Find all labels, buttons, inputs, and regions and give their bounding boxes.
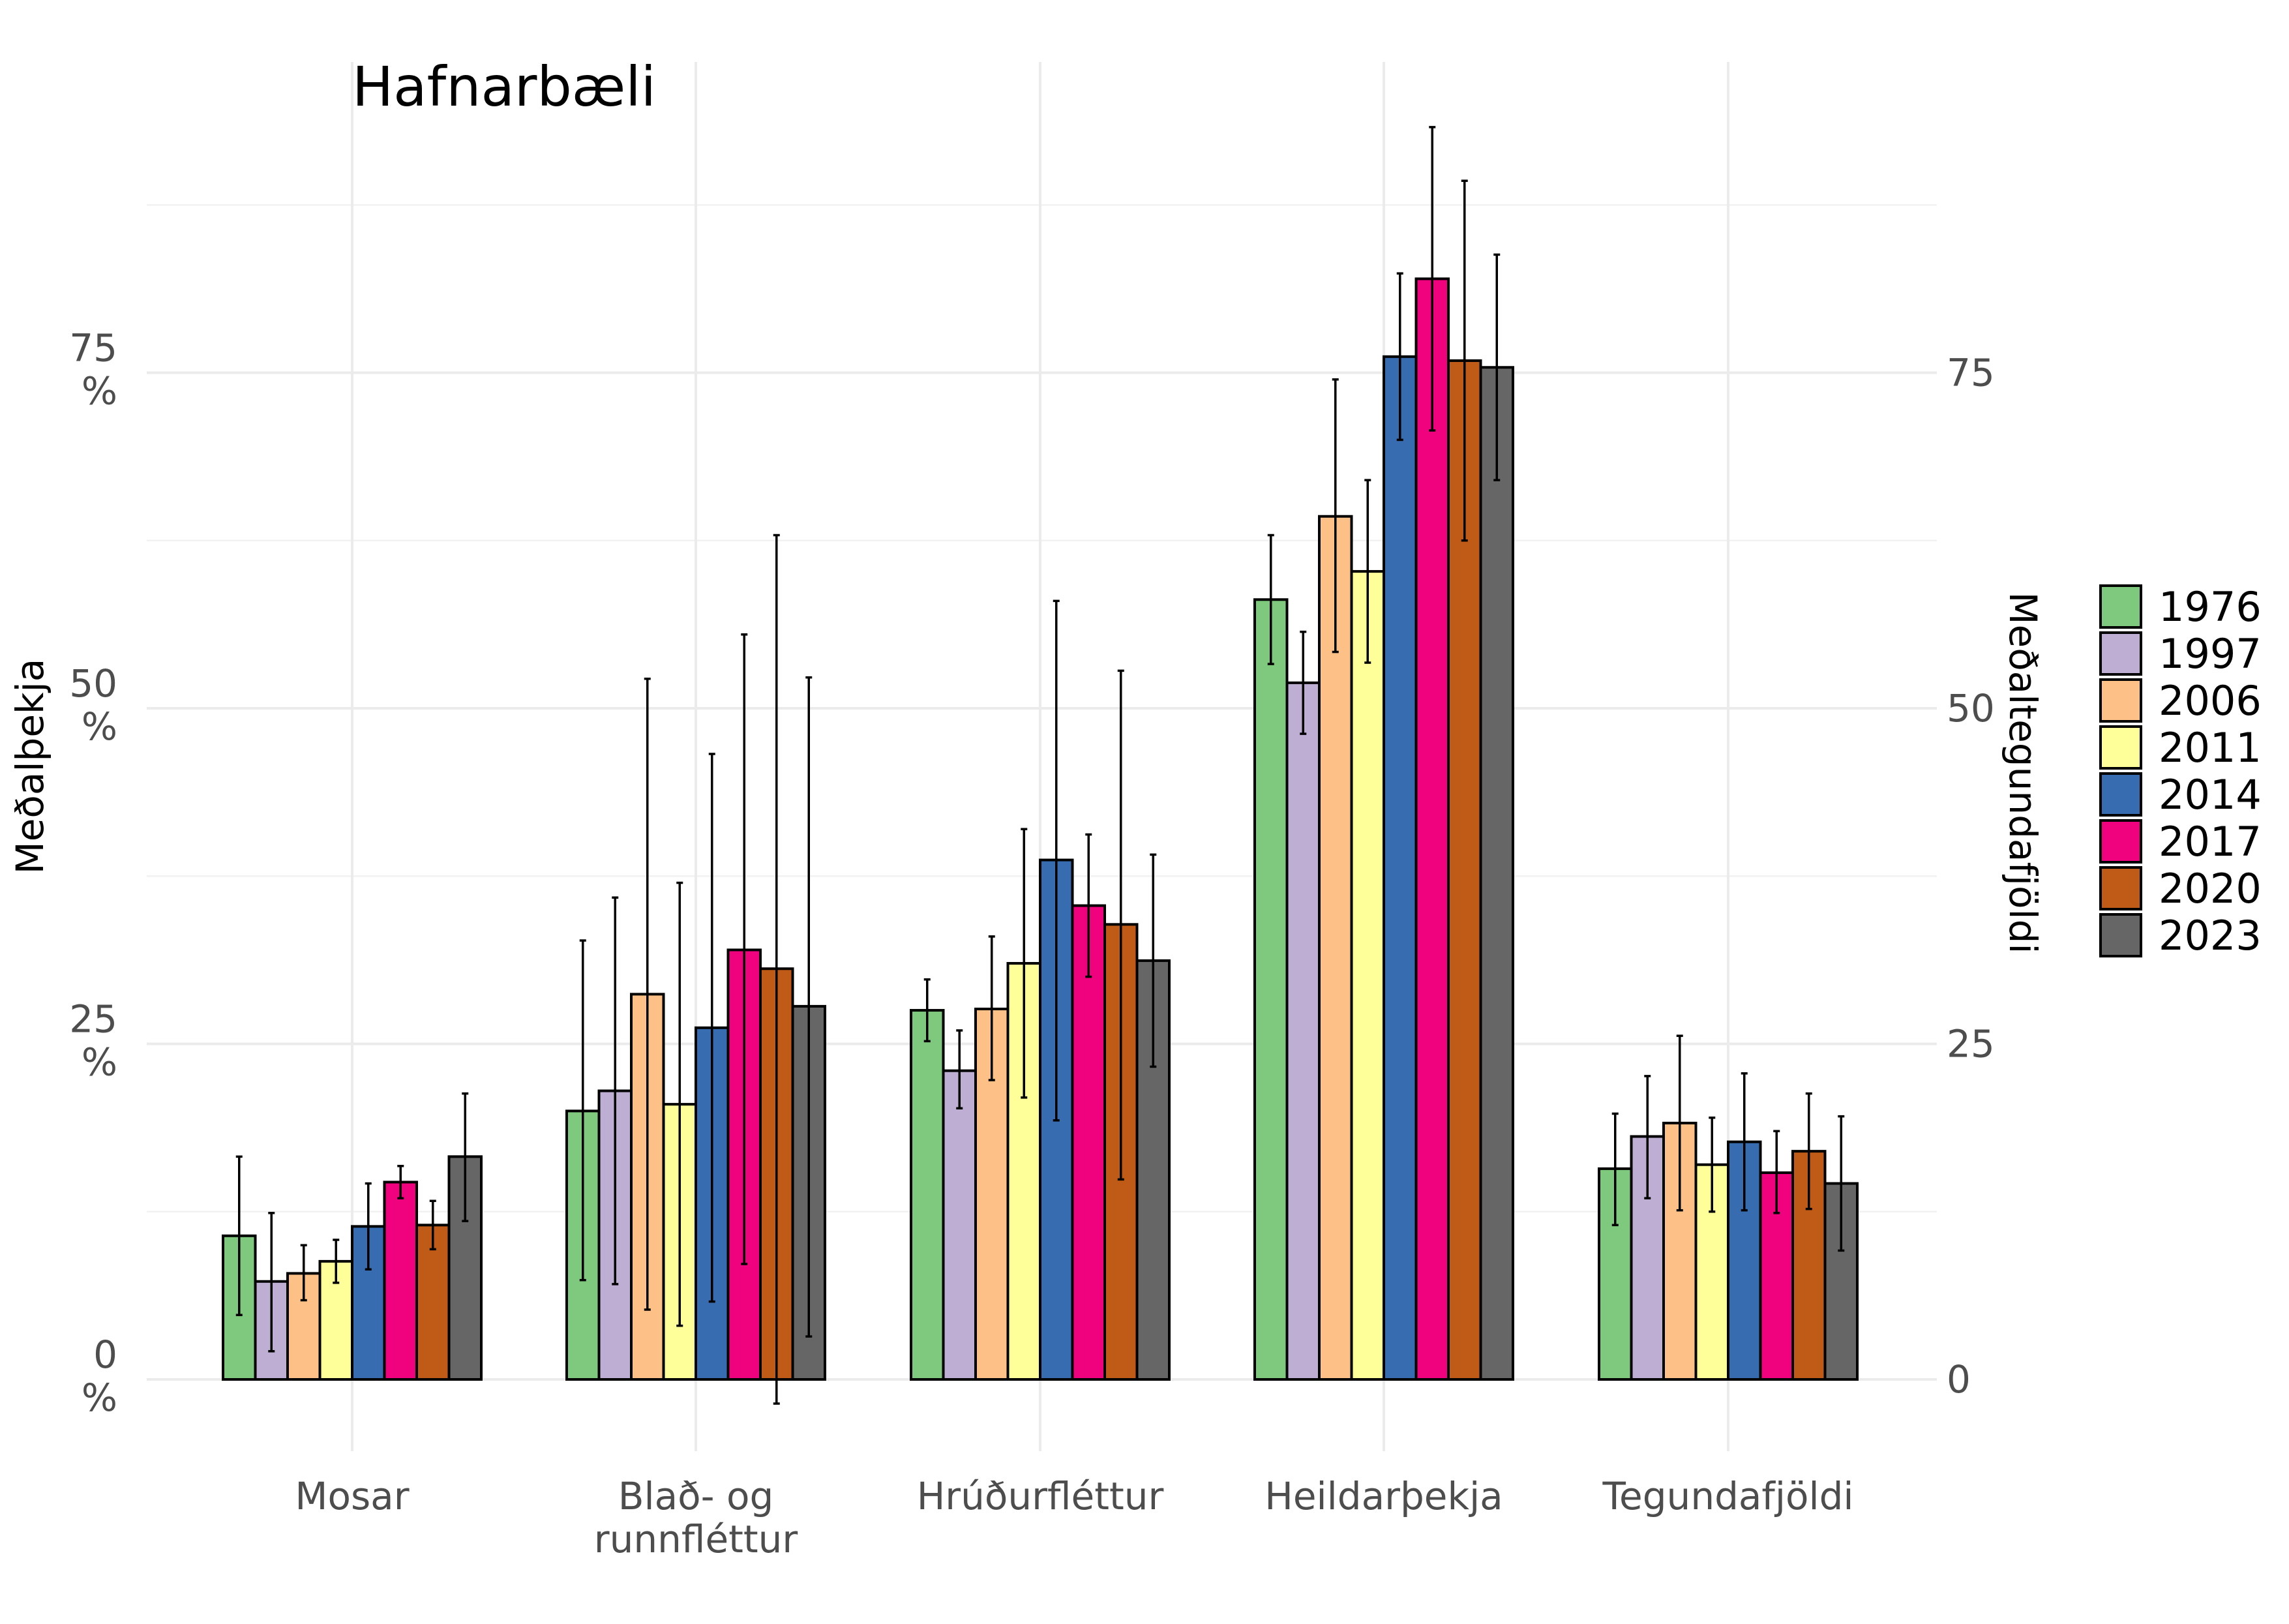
bar (1285, 681, 1321, 1381)
legend-label: 1997 (2159, 630, 2262, 678)
x-tick-label: Mosar (295, 1474, 409, 1518)
y-tick-label-left: 75% (69, 326, 117, 414)
legend-label: 2023 (2159, 912, 2262, 959)
y-axis-title-right: Meðaltegundafjöldi (2001, 592, 2045, 954)
y-tick-label-right: 75 (1947, 351, 1995, 395)
legend-label: 2014 (2159, 771, 2262, 819)
bar (383, 1180, 418, 1381)
legend-key (2099, 678, 2142, 723)
legend-key (2099, 866, 2142, 910)
legend-key (2099, 584, 2142, 629)
legend-key (2099, 772, 2142, 817)
bar (942, 1069, 977, 1381)
legend-label: 2011 (2159, 724, 2262, 772)
x-ticks: Mosar Blað- og runnfléttur Hrúðurfléttur Hei… (295, 1474, 1853, 1561)
x-tick-label: Blað- og runnfléttur (594, 1474, 798, 1561)
legend-key (2099, 913, 2142, 957)
legend-label: 2006 (2159, 677, 2262, 725)
legend-label: 1976 (2159, 583, 2262, 631)
legend-label: 2017 (2159, 818, 2262, 865)
x-tick-label: Hrúðurfléttur (917, 1474, 1164, 1518)
legend-label: 2020 (2159, 865, 2262, 912)
x-tick-label: Tegundafjöldi (1602, 1474, 1853, 1518)
y-tick-label-left: 50% (69, 661, 117, 749)
chart-title: Hafnarbæli (352, 55, 656, 119)
y-tick-label-right: 25 (1947, 1022, 1995, 1066)
bar (1383, 355, 1418, 1381)
y-tick-label-right: 0 (1947, 1357, 1971, 1402)
bar (1414, 277, 1450, 1381)
x-tick-label: Heildarþekja (1264, 1474, 1503, 1518)
legend-key (2099, 819, 2142, 864)
y-tick-label-left: 25% (69, 997, 117, 1085)
bar (1318, 515, 1353, 1381)
y-ticks-right: 0 25 50 75 (1947, 351, 1995, 1402)
legend-key (2099, 631, 2142, 676)
bar (1253, 598, 1289, 1381)
bar (1350, 570, 1385, 1381)
y-ticks-left: 0 % 25 % 50 % 75% (69, 326, 117, 1421)
bar (1630, 1135, 1665, 1381)
error-bars (235, 126, 1845, 1405)
y-tick-label-left: 0% (82, 1332, 117, 1420)
legend-key (2099, 725, 2142, 770)
bar (1479, 366, 1514, 1381)
bar (415, 1224, 451, 1381)
y-axis-title-left: Meðalþekja (8, 659, 52, 875)
bar (910, 1009, 945, 1381)
y-tick-label-right: 50 (1947, 686, 1995, 730)
